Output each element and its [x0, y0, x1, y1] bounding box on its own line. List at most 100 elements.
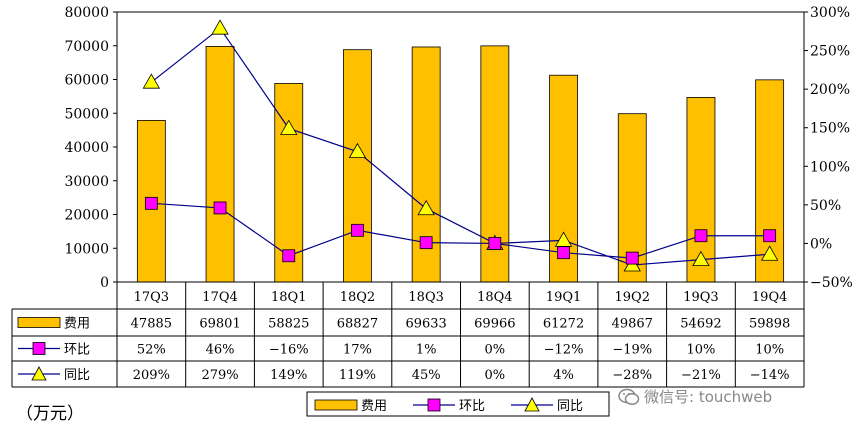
qoq-point-19Q1	[557, 246, 570, 260]
qoq-point-17Q4	[213, 201, 227, 215]
yoy-value-19Q4: −14%	[750, 368, 790, 383]
table-cost-key	[17, 317, 61, 328]
watermark: 微信号: touchweb	[618, 386, 772, 407]
left-tick-label: 30000	[64, 174, 109, 190]
cost-value-18Q3: 69633	[405, 317, 446, 332]
qoq-point-18Q2	[351, 223, 364, 237]
right-tick-label: 100%	[810, 159, 850, 175]
qoq-value-18Q1: −16%	[269, 343, 309, 358]
bars	[136, 45, 785, 283]
right-tick-label: 150%	[810, 121, 850, 137]
left-tick-label: 0	[100, 275, 109, 291]
left-tick-label: 40000	[64, 140, 109, 156]
yoy-point-17Q3	[142, 73, 161, 89]
right-tick-label: −50%	[810, 275, 853, 291]
right-tick-label: 0%	[810, 236, 832, 252]
right-tick-label: 300%	[810, 5, 850, 21]
yoy-point-17Q4	[211, 19, 229, 35]
qoq-value-19Q1: −12%	[544, 343, 584, 358]
yoy-point-19Q3	[692, 250, 710, 267]
yoy-point-18Q2	[348, 142, 367, 159]
yoy-point-19Q4	[760, 245, 779, 261]
category-label: 19Q3	[683, 290, 718, 305]
right-tick-label: 200%	[810, 82, 850, 98]
yoy-point-18Q1	[280, 119, 298, 135]
cost-value-18Q4: 69966	[474, 317, 515, 332]
cost-value-18Q1: 58825	[268, 317, 309, 332]
qoq-point-18Q4	[488, 237, 502, 250]
yoy-line	[150, 27, 770, 266]
right-tick-label: 250%	[810, 44, 850, 60]
yoy-value-17Q4: 279%	[201, 368, 238, 383]
series-name-cost: 费用	[64, 317, 90, 332]
qoq-value-19Q2: −19%	[612, 343, 652, 358]
qoq-value-18Q3: 1%	[416, 343, 437, 358]
left-tick-label: 50000	[64, 106, 109, 122]
bar-17Q4	[205, 46, 235, 283]
qoq-value-17Q4: 46%	[206, 343, 235, 358]
qoq-value-18Q4: 0%	[485, 343, 506, 358]
legend-cost-key	[314, 399, 358, 411]
wechat-icon	[618, 388, 640, 405]
cost-value-19Q2: 49867	[612, 317, 653, 332]
qoq-line	[151, 202, 770, 259]
cost-value-17Q3: 47885	[131, 317, 172, 332]
yoy-value-17Q3: 209%	[133, 368, 170, 383]
qoq-point-19Q3	[694, 229, 708, 243]
cost-value-19Q1: 61272	[543, 317, 584, 332]
qoq-value-18Q2: 17%	[343, 343, 372, 358]
qoq-value-19Q4: 10%	[755, 343, 784, 358]
data-table: 17Q3 17Q4 18Q1 18Q2 18Q3 18Q4 19Q1 19Q2 19Q3 19Q4…	[11, 281, 805, 388]
left-tick-label: 70000	[64, 39, 109, 55]
yoy-value-18Q1: 149%	[270, 368, 307, 383]
cost-value-17Q4: 69801	[199, 317, 240, 332]
category-label: 19Q2	[615, 290, 650, 305]
legend-label-yoy: 同比	[557, 399, 583, 414]
left-tick-label: 20000	[64, 208, 109, 224]
qoq-point-18Q1	[282, 249, 296, 263]
qoq-point-18Q3	[419, 236, 433, 250]
legend: 费用 环比 同比	[306, 391, 610, 417]
left-tick-label: 10000	[64, 241, 109, 257]
yoy-value-19Q3: −21%	[681, 368, 721, 383]
cost-value-19Q4: 59898	[749, 317, 790, 332]
qoq-value-17Q3: 52%	[137, 343, 166, 358]
lines	[142, 19, 779, 272]
axes: 0 10000 20000 30000 40000 50000 60000 70000 8000…	[64, 5, 852, 291]
yoy-value-18Q2: 119%	[339, 368, 376, 383]
watermark-text: 微信号: touchweb	[644, 388, 773, 406]
yoy-value-19Q1: 4%	[553, 368, 574, 383]
legend-label-qoq: 环比	[459, 399, 485, 414]
category-label: 19Q1	[546, 290, 581, 305]
yoy-value-19Q2: −28%	[612, 368, 652, 383]
table-qoq-key-marker	[32, 342, 46, 355]
legend-label-cost: 费用	[361, 399, 387, 414]
qoq-value-19Q3: 10%	[686, 343, 715, 358]
category-label: 19Q4	[752, 290, 787, 305]
right-tick-label: 50%	[810, 198, 841, 214]
left-tick-label: 60000	[64, 73, 109, 89]
qoq-point-17Q3	[144, 196, 158, 210]
table-yoy-key-marker	[31, 366, 47, 381]
category-label: 18Q3	[408, 290, 443, 305]
cost-value-19Q3: 54692	[680, 317, 721, 332]
unit-label: （万元）	[16, 404, 84, 424]
category-label: 17Q4	[202, 290, 237, 305]
series-name-qoq: 环比	[64, 343, 90, 358]
cost-value-18Q2: 68827	[337, 317, 378, 332]
series-name-yoy: 同比	[64, 368, 90, 383]
category-label: 18Q2	[340, 290, 375, 305]
yoy-value-18Q4: 0%	[485, 368, 506, 383]
legend-yoy-key-marker	[524, 397, 540, 412]
left-tick-label: 80000	[64, 5, 109, 21]
category-label: 18Q1	[271, 290, 306, 305]
legend-qoq-key-marker	[427, 398, 441, 412]
yoy-value-18Q3: 45%	[412, 368, 441, 383]
yoy-point-18Q3	[417, 199, 435, 216]
category-label: 18Q4	[477, 290, 512, 305]
bar-18Q2	[343, 49, 372, 283]
qoq-point-19Q4	[763, 229, 777, 243]
category-label: 17Q3	[134, 290, 169, 305]
qoq-point-19Q2	[625, 251, 639, 265]
